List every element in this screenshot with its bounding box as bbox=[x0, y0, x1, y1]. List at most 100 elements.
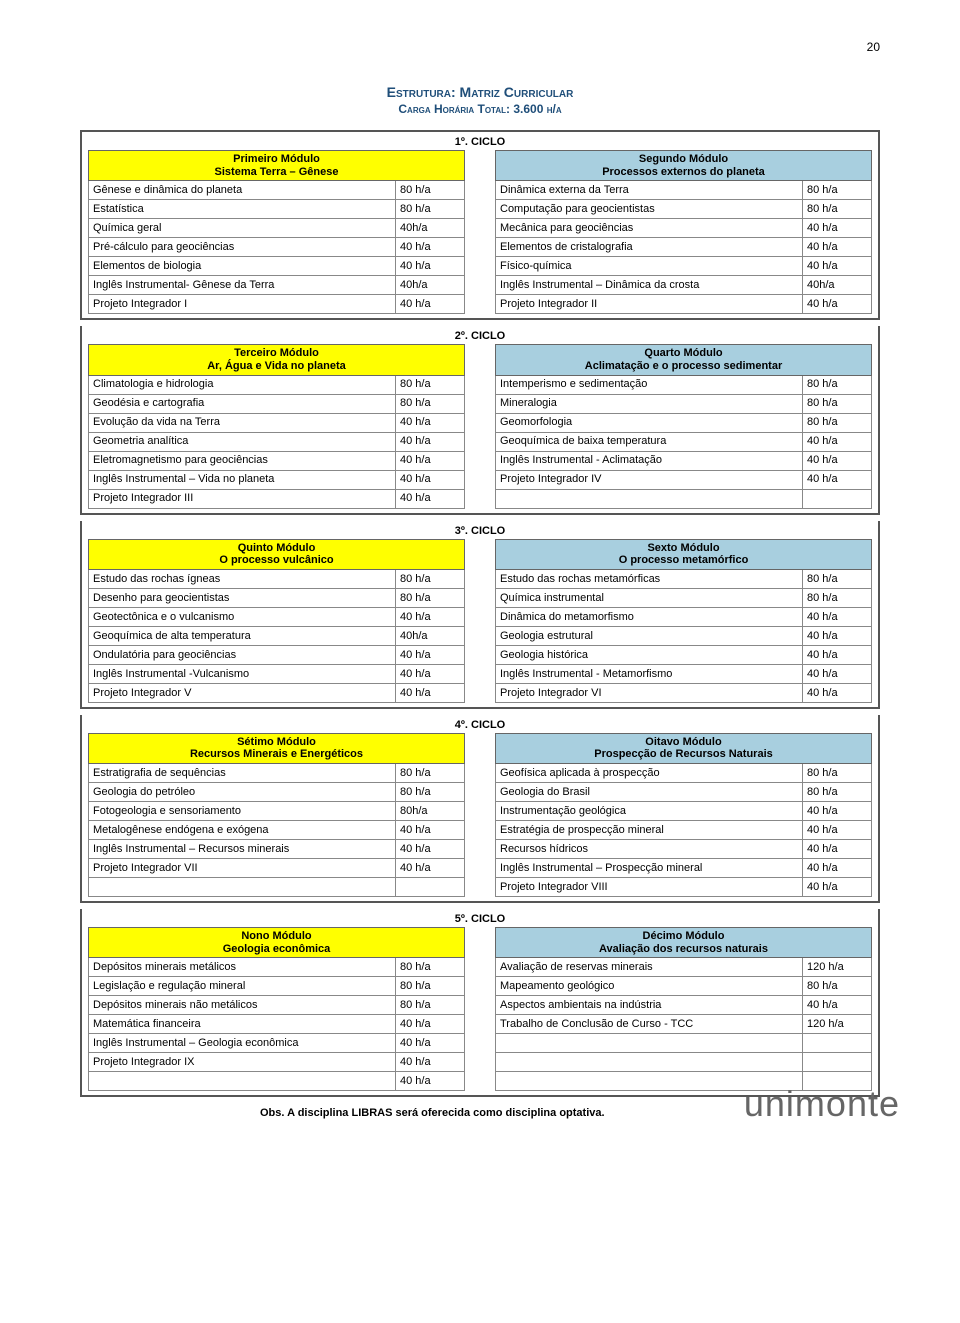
course-name: Ondulatória para geociências bbox=[89, 645, 396, 664]
course-hours: 40 h/a bbox=[803, 821, 872, 840]
course-hours: 40 h/a bbox=[803, 802, 872, 821]
course-hours: 80h/a bbox=[396, 802, 465, 821]
course-name: Instrumentação geológica bbox=[496, 802, 803, 821]
course-hours: 40 h/a bbox=[396, 664, 465, 683]
logo: unimonte bbox=[744, 1083, 900, 1125]
course-hours: 40 h/a bbox=[396, 821, 465, 840]
course-name: Projeto Integrador VIII bbox=[496, 878, 803, 897]
course-hours: 120 h/a bbox=[803, 1015, 872, 1034]
course-name: Geoquímica de baixa temperatura bbox=[496, 432, 803, 451]
table-row: Dinâmica do metamorfismo40 h/a bbox=[496, 607, 872, 626]
cycle-block: 4º. CICLOSétimo MóduloRecursos Minerais … bbox=[80, 715, 880, 903]
table-row: Inglês Instrumental - Metamorfismo40 h/a bbox=[496, 664, 872, 683]
course-name bbox=[496, 489, 803, 508]
course-name: Inglês Instrumental -Vulcanismo bbox=[89, 664, 396, 683]
table-row: Estatística80 h/a bbox=[89, 200, 465, 219]
course-name: Dinâmica externa da Terra bbox=[496, 181, 803, 200]
module-header: Quarto MóduloAclimatação e o processo se… bbox=[496, 345, 872, 375]
course-name: Inglês Instrumental – Vida no planeta bbox=[89, 470, 396, 489]
course-hours: 80 h/a bbox=[396, 375, 465, 394]
table-row: Inglês Instrumental – Recursos minerais4… bbox=[89, 840, 465, 859]
table-row: Instrumentação geológica40 h/a bbox=[496, 802, 872, 821]
table-row: Climatologia e hidrologia80 h/a bbox=[89, 375, 465, 394]
course-name: Inglês Instrumental - Aclimatação bbox=[496, 451, 803, 470]
table-row: Projeto Integrador II40 h/a bbox=[496, 295, 872, 314]
module-header: Terceiro MóduloAr, Água e Vida no planet… bbox=[89, 345, 465, 375]
course-hours: 40 h/a bbox=[396, 840, 465, 859]
course-hours: 40 h/a bbox=[396, 859, 465, 878]
course-hours: 40h/a bbox=[396, 626, 465, 645]
course-name: Evolução da vida na Terra bbox=[89, 413, 396, 432]
table-row: Aspectos ambientais na indústria40 h/a bbox=[496, 996, 872, 1015]
table-row: Estratigrafia de sequências80 h/a bbox=[89, 764, 465, 783]
table-row: Geologia estrutural40 h/a bbox=[496, 626, 872, 645]
course-hours bbox=[803, 1034, 872, 1053]
module-table: Décimo MóduloAvaliação dos recursos natu… bbox=[495, 927, 872, 1091]
course-name: Climatologia e hidrologia bbox=[89, 375, 396, 394]
course-name: Inglês Instrumental - Metamorfismo bbox=[496, 664, 803, 683]
course-name: Estatística bbox=[89, 200, 396, 219]
cycles-container: 1º. CICLOPrimeiro MóduloSistema Terra – … bbox=[80, 130, 880, 1097]
course-hours: 80 h/a bbox=[396, 764, 465, 783]
table-row: 40 h/a bbox=[89, 1072, 465, 1091]
course-name: Inglês Instrumental – Recursos minerais bbox=[89, 840, 396, 859]
table-row: Trabalho de Conclusão de Curso - TCC120 … bbox=[496, 1015, 872, 1034]
course-name: Geodésia e cartografia bbox=[89, 394, 396, 413]
course-hours: 40h/a bbox=[803, 276, 872, 295]
table-row: Computação para geocientistas80 h/a bbox=[496, 200, 872, 219]
course-name bbox=[496, 1053, 803, 1072]
course-name: Projeto Integrador V bbox=[89, 683, 396, 702]
table-row: Inglês Instrumental- Gênese da Terra40h/… bbox=[89, 276, 465, 295]
table-row: Inglês Instrumental – Geologia econômica… bbox=[89, 1034, 465, 1053]
table-row: Projeto Integrador IV40 h/a bbox=[496, 470, 872, 489]
course-name: Inglês Instrumental – Geologia econômica bbox=[89, 1034, 396, 1053]
table-row: Dinâmica externa da Terra80 h/a bbox=[496, 181, 872, 200]
course-hours: 40 h/a bbox=[396, 489, 465, 508]
course-hours: 40 h/a bbox=[803, 878, 872, 897]
cycle-block: 2º. CICLOTerceiro MóduloAr, Água e Vida … bbox=[80, 326, 880, 514]
table-row: Inglês Instrumental – Vida no planeta40 … bbox=[89, 470, 465, 489]
course-hours: 40 h/a bbox=[803, 664, 872, 683]
module-header: Décimo MóduloAvaliação dos recursos natu… bbox=[496, 928, 872, 958]
table-row: Projeto Integrador VII40 h/a bbox=[89, 859, 465, 878]
course-name: Geofísica aplicada à prospecção bbox=[496, 764, 803, 783]
module-table: Sexto MóduloO processo metamórficoEstudo… bbox=[495, 539, 872, 703]
table-row: Geologia do Brasil80 h/a bbox=[496, 783, 872, 802]
course-hours: 80 h/a bbox=[396, 783, 465, 802]
course-hours: 80 h/a bbox=[803, 783, 872, 802]
table-row: Elementos de cristalografia40 h/a bbox=[496, 238, 872, 257]
table-row: Química geral40h/a bbox=[89, 219, 465, 238]
course-hours: 80 h/a bbox=[396, 200, 465, 219]
course-hours: 40h/a bbox=[396, 219, 465, 238]
course-hours: 40 h/a bbox=[803, 996, 872, 1015]
cycle-block: 5º. CICLONono MóduloGeologia econômicaDe… bbox=[80, 909, 880, 1097]
course-name: Mapeamento geológico bbox=[496, 977, 803, 996]
table-row: Inglês Instrumental – Prospecção mineral… bbox=[496, 859, 872, 878]
course-name: Elementos de cristalografia bbox=[496, 238, 803, 257]
course-hours: 40 h/a bbox=[396, 645, 465, 664]
course-hours: 40 h/a bbox=[396, 451, 465, 470]
course-hours: 80 h/a bbox=[396, 996, 465, 1015]
cycle-label: 5º. CICLO bbox=[82, 909, 878, 927]
course-hours: 40 h/a bbox=[396, 432, 465, 451]
doc-title: Estrutura: Matriz Curricular bbox=[80, 84, 880, 100]
course-hours: 40 h/a bbox=[396, 1015, 465, 1034]
table-row: Estratégia de prospecção mineral40 h/a bbox=[496, 821, 872, 840]
course-hours: 40 h/a bbox=[396, 1072, 465, 1091]
course-name: Projeto Integrador I bbox=[89, 295, 396, 314]
module-pair: Terceiro MóduloAr, Água e Vida no planet… bbox=[82, 344, 878, 512]
course-hours: 80 h/a bbox=[396, 394, 465, 413]
table-row: Mapeamento geológico80 h/a bbox=[496, 977, 872, 996]
course-name: Inglês Instrumental – Prospecção mineral bbox=[496, 859, 803, 878]
table-row: Depósitos minerais não metálicos80 h/a bbox=[89, 996, 465, 1015]
course-name: Estudo das rochas ígneas bbox=[89, 569, 396, 588]
course-name: Trabalho de Conclusão de Curso - TCC bbox=[496, 1015, 803, 1034]
table-row: Inglês Instrumental - Aclimatação40 h/a bbox=[496, 451, 872, 470]
cycle-label: 4º. CICLO bbox=[82, 715, 878, 733]
module-header: Oitavo MóduloProspecção de Recursos Natu… bbox=[496, 733, 872, 763]
course-name: Geologia estrutural bbox=[496, 626, 803, 645]
table-row bbox=[496, 1053, 872, 1072]
table-row: Inglês Instrumental – Dinâmica da crosta… bbox=[496, 276, 872, 295]
course-hours: 40 h/a bbox=[396, 607, 465, 626]
course-name: Dinâmica do metamorfismo bbox=[496, 607, 803, 626]
